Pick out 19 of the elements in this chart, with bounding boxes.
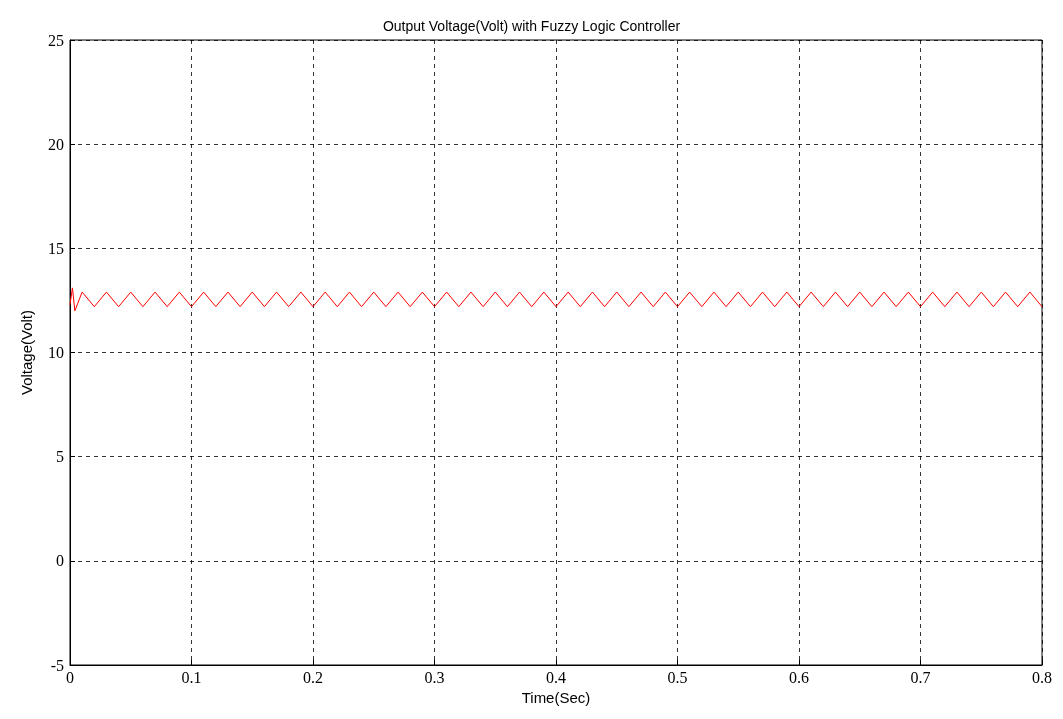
line-series (69, 287, 1043, 312)
y-tick-label: 15 (48, 239, 64, 257)
y-tick-label: 0 (56, 552, 64, 570)
y-axis-title: Voltage(Volt) (18, 309, 35, 396)
x-tick-label: 0.1 (181, 668, 202, 686)
x-tick-label: 0.2 (303, 668, 323, 686)
x-tick-label: 0.7 (910, 668, 931, 686)
x-tick-label: 0.3 (424, 668, 445, 686)
x-axis-title: Time(Sec) (521, 688, 591, 706)
x-tick-label: 0.6 (789, 668, 809, 686)
y-tick-label: 20 (48, 135, 64, 153)
x-tick-label: 0.5 (667, 668, 688, 686)
y-tick-label: 25 (48, 31, 64, 49)
y-tick-label: 5 (56, 448, 64, 466)
chart-title: Output Voltage(Volt) with Fuzzy Logic Controller (382, 18, 681, 34)
x-tick-label: 0.8 (1032, 668, 1052, 686)
x-tick-label: 0.4 (546, 668, 566, 686)
y-tick-label: 10 (48, 344, 64, 361)
y-tick-label: -5 (50, 656, 64, 674)
